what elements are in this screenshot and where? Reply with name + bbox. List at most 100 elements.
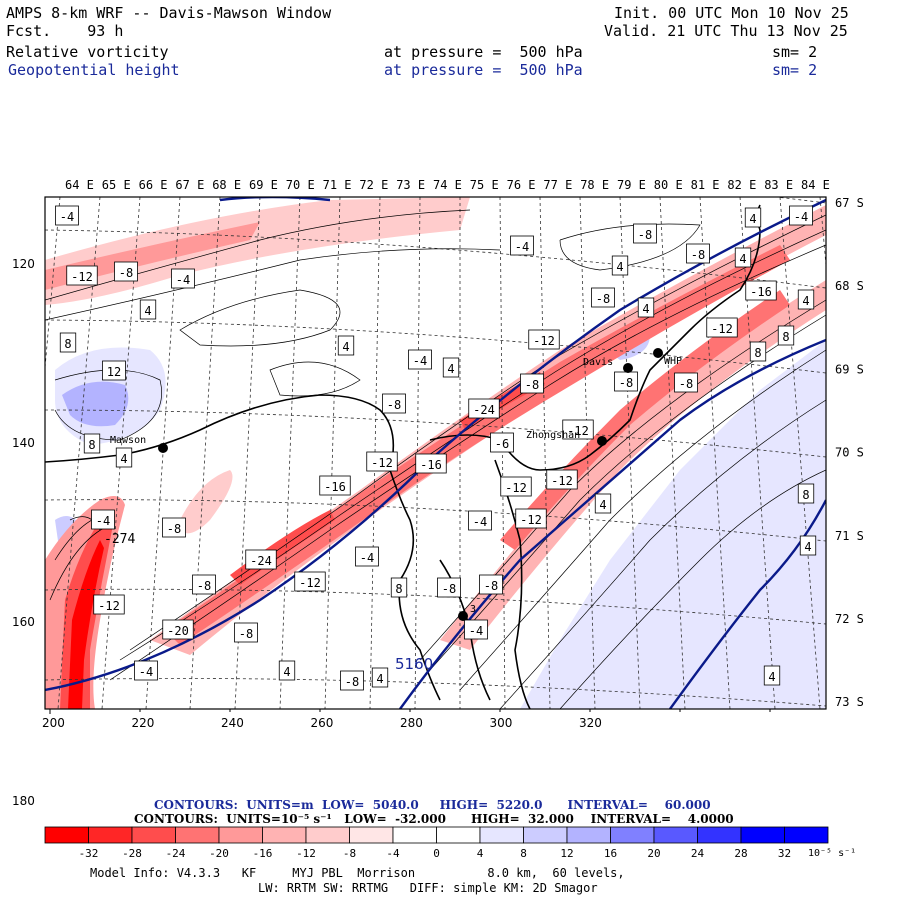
vorticity-label-box: [278, 660, 296, 681]
colorbar-label: -28: [122, 847, 142, 860]
vorticity-label: 4: [637, 297, 655, 318]
field2-smoothing: sm= 2: [772, 61, 818, 79]
vorticity-label-text: -8: [239, 627, 253, 641]
vorticity-label-text: -8: [596, 292, 610, 306]
vorticity-label-text: 4: [144, 304, 151, 318]
negative-vorticity-band: [440, 280, 826, 650]
vorticity-label-box: [415, 453, 447, 474]
vorticity-label-box: [371, 667, 389, 688]
vorticity-label-box: [408, 349, 432, 370]
vorticity-label: -12: [528, 329, 560, 350]
vorticity-label-text: 8: [782, 330, 789, 344]
colorbar-label: 12: [560, 847, 573, 860]
vorticity-label-box: [91, 509, 115, 530]
vorticity-label: -8: [162, 517, 186, 538]
physics-info: LW: RRTM SW: RRTMG DIFF: simple KM: 2D S…: [258, 881, 598, 895]
vorticity-label-box: [366, 451, 398, 472]
vorticity-label-text: -12: [299, 576, 321, 590]
vorticity-label: -16: [415, 453, 447, 474]
x-tick-label: 200: [42, 716, 65, 730]
vorticity-label: -12: [500, 476, 532, 497]
vorticity-label-text: -8: [167, 522, 181, 536]
vorticity-label-text: -16: [750, 285, 772, 299]
colorbar-label: 20: [647, 847, 660, 860]
vorticity-label: -8: [192, 574, 216, 595]
vorticity-label: -4: [789, 205, 813, 226]
station-mawson-dot[interactable]: [158, 443, 168, 453]
vorticity-label: -4: [91, 509, 115, 530]
vorticity-label-text: -4: [360, 551, 374, 565]
colorbar-label: -24: [166, 847, 186, 860]
vorticity-label: -4: [134, 660, 158, 681]
vorticity-label-box: [171, 268, 195, 289]
colorbar-cell: [436, 826, 481, 844]
vorticity-label: 8: [797, 483, 815, 504]
height-contour-info: CONTOURS: UNITS=m LOW= 5040.0 HIGH= 5220…: [154, 798, 711, 812]
latitude-labels: 67 S 68 S 69 S 70 S 71 S 72 S 73 S: [835, 196, 864, 709]
vorticity-label: -4: [55, 205, 79, 226]
x-tick-label: 320: [579, 716, 602, 730]
vorticity-label: -8: [614, 371, 638, 392]
vorticity-label: 4: [139, 299, 157, 320]
vorticity-label: -8: [437, 577, 461, 598]
vorticity-label-text: -24: [250, 554, 272, 568]
parallel-lines: [45, 197, 826, 707]
colorbar-cells: [44, 826, 829, 844]
vorticity-label: -20: [162, 619, 194, 640]
vorticity-label-box: [114, 261, 138, 282]
vorticity-label-text: -20: [167, 624, 189, 638]
vorticity-label-box: [749, 341, 767, 362]
station-davis-dot[interactable]: [623, 363, 633, 373]
x-tick-label: 300: [490, 716, 513, 730]
vorticity-label-text: 8: [754, 346, 761, 360]
vorticity-label-box: [245, 549, 277, 570]
vorticity-label-box: [797, 483, 815, 504]
vorticity-label-box: [337, 335, 355, 356]
vorticity-label-box: [500, 476, 532, 497]
latitude-label: 68 S: [835, 279, 864, 293]
vorticity-label: -4: [408, 349, 432, 370]
vorticity-label-box: [744, 207, 762, 228]
vorticity-label-text: -16: [324, 480, 346, 494]
colorbar-unit: 10⁻⁵ s⁻¹: [808, 848, 856, 859]
vorticity-label-text: -4: [139, 665, 153, 679]
vorticity-label-text: -12: [551, 474, 573, 488]
station-3-dot[interactable]: [458, 611, 468, 621]
vorticity-label-text: -8: [197, 579, 211, 593]
negative-vorticity-band: [500, 290, 790, 550]
longitude-label: 67 E: [175, 178, 204, 192]
vorticity-label-box: [490, 432, 514, 453]
vorticity-label-box: [510, 235, 534, 256]
vorticity-label-text: -8: [345, 675, 359, 689]
vorticity-label-text: 4: [342, 340, 349, 354]
vorticity-label: 8: [390, 577, 408, 598]
latitude-label: 70 S: [835, 446, 864, 460]
vorticity-label: -8: [633, 223, 657, 244]
label-274: -274: [104, 532, 135, 547]
positive-vorticity-area: [520, 340, 826, 709]
vorticity-label: -4: [355, 546, 379, 567]
longitude-label: 76 E: [507, 178, 536, 192]
station-whp-dot[interactable]: [653, 348, 663, 358]
vorticity-label-box: [479, 574, 503, 595]
vorticity-label-box: [789, 205, 813, 226]
vorticity-label: 8: [749, 341, 767, 362]
vorticity-label-text: -12: [533, 334, 555, 348]
vorticity-label: -8: [674, 372, 698, 393]
negative-vorticity-band: [165, 245, 790, 645]
vorticity-label-box: [162, 619, 194, 640]
vorticity-label-text: -6: [495, 437, 509, 451]
vorticity-label-text: -12: [520, 513, 542, 527]
longitude-label: 74 E: [433, 178, 462, 192]
longitude-label: 84 E: [801, 178, 830, 192]
y-tick-label: 160: [12, 615, 35, 629]
station-zhongshan-dot[interactable]: [597, 436, 607, 446]
vorticity-label: -4: [464, 619, 488, 640]
colorbar-cell: [44, 826, 89, 844]
vorticity-label-box: [115, 447, 133, 468]
colorbar-cell: [305, 826, 350, 844]
vorticity-label: -4: [510, 235, 534, 256]
vorticity-label-box: [442, 357, 460, 378]
vorticity-label-box: [546, 469, 578, 490]
field2-level: at pressure = 500 hPa: [384, 61, 583, 79]
